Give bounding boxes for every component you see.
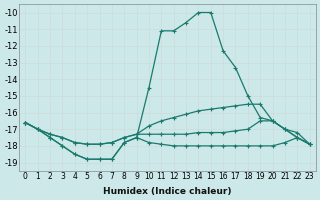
X-axis label: Humidex (Indice chaleur): Humidex (Indice chaleur) — [103, 187, 232, 196]
